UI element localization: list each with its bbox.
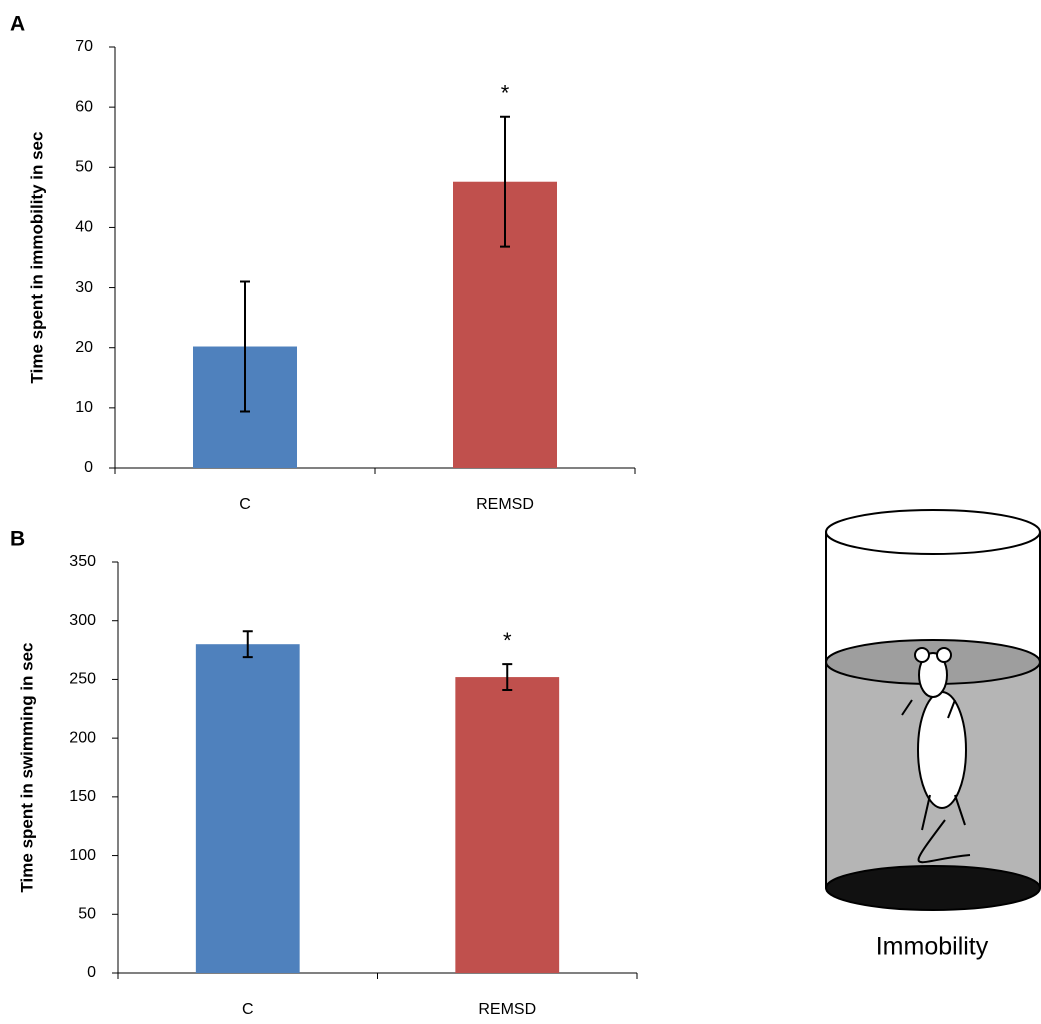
y-tick-label: 300 bbox=[69, 612, 96, 629]
cylinder-top bbox=[826, 510, 1040, 554]
x-tick-label: REMSD bbox=[476, 496, 534, 513]
y-tick-label: 200 bbox=[69, 729, 96, 746]
y-tick-label: 10 bbox=[75, 399, 93, 416]
figure: Immobility A Time spent in immobility in … bbox=[0, 0, 1041, 1024]
y-tick-label: 0 bbox=[84, 459, 93, 476]
panel-label: A bbox=[10, 13, 25, 36]
y-axis-title: Time spent in immobility in sec bbox=[27, 132, 46, 384]
y-tick-label: 250 bbox=[69, 671, 96, 688]
panel-label: B bbox=[10, 528, 25, 551]
y-axis-title: Time spent in swimming in sec bbox=[17, 642, 36, 892]
significance-marker: * bbox=[501, 81, 510, 106]
y-tick-label: 50 bbox=[75, 159, 93, 176]
y-tick-label: 100 bbox=[69, 847, 96, 864]
cylinder-bottom bbox=[826, 866, 1040, 910]
illustration-label: Immobility bbox=[876, 933, 989, 961]
illustration: Immobility bbox=[826, 510, 1040, 961]
y-tick-label: 0 bbox=[87, 964, 96, 981]
bar bbox=[455, 677, 559, 973]
x-tick-label: C bbox=[239, 496, 251, 513]
y-tick-label: 60 bbox=[75, 98, 93, 115]
y-tick-label: 50 bbox=[78, 906, 96, 923]
y-tick-label: 70 bbox=[75, 38, 93, 55]
x-tick-label: C bbox=[242, 1001, 254, 1018]
y-tick-label: 350 bbox=[69, 553, 96, 570]
bar bbox=[196, 644, 300, 973]
y-tick-label: 40 bbox=[75, 219, 93, 236]
x-tick-label: REMSD bbox=[478, 1001, 536, 1018]
y-tick-label: 30 bbox=[75, 279, 93, 296]
y-tick-label: 20 bbox=[75, 339, 93, 356]
y-tick-label: 150 bbox=[69, 788, 96, 805]
page: Immobility A Time spent in immobility in … bbox=[0, 0, 1041, 1024]
significance-marker: * bbox=[503, 628, 512, 653]
